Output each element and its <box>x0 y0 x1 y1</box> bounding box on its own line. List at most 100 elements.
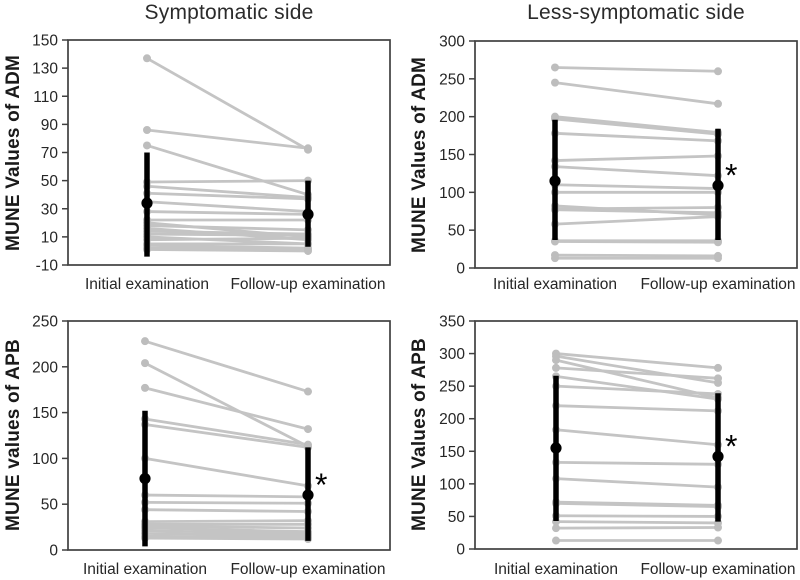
patient-dot <box>141 337 149 346</box>
patient-line <box>554 131 719 143</box>
y-tick-label: -10 <box>36 258 59 275</box>
patient-line <box>554 115 719 134</box>
panel-apb-less-symptomatic: MUNE Values of APB 350 300 250 200 150 100 50 0… <box>400 290 800 580</box>
patient-line <box>555 384 719 396</box>
y-tick-label: 250 <box>439 379 465 396</box>
patient-dot <box>143 126 151 134</box>
patient-dot <box>714 523 722 532</box>
column-title-less-symptomatic: Less-symptomatic side <box>527 1 745 24</box>
patient-line <box>144 500 309 505</box>
patient-line <box>146 128 309 150</box>
patient-line <box>146 229 309 236</box>
panel-adm-less-symptomatic: MUNE Values of ADM 300 250 200 150 100 50 0 * In… <box>400 28 800 318</box>
patient-line <box>146 184 309 199</box>
patient-line <box>146 200 309 213</box>
mean-dot <box>550 442 562 454</box>
y-tick-label: 0 <box>49 543 58 560</box>
patient-dot <box>714 238 722 247</box>
mean-dot <box>302 489 314 501</box>
patient-line <box>555 354 719 385</box>
patient-line <box>555 526 719 530</box>
y-tick-label: 250 <box>32 314 58 331</box>
panel-apb-symptomatic: MUNE values of APB 250 200 150 100 50 0 * Initi… <box>0 290 400 580</box>
patient-line <box>146 191 309 201</box>
patient-line <box>144 417 309 447</box>
patient-dot <box>141 383 149 392</box>
y-tick-label: 110 <box>33 89 58 106</box>
patient-dot <box>304 425 312 434</box>
patient-dot <box>714 536 722 545</box>
patient-line <box>554 81 719 106</box>
x-category-label: Follow-up examination <box>640 276 795 293</box>
y-tick-label: 200 <box>32 359 58 376</box>
patient-line <box>144 457 309 488</box>
patient-line <box>146 224 309 232</box>
patient-line <box>555 352 719 370</box>
significance-asterisk: * <box>315 467 327 503</box>
x-category-label: Initial examination <box>494 561 618 578</box>
x-category-label: Follow-up examination <box>640 561 795 578</box>
y-tick-label: 50 <box>41 173 59 190</box>
y-tick-label: 0 <box>456 542 465 559</box>
y-tick-label: 150 <box>439 444 465 461</box>
y-tick-label: 100 <box>439 476 465 493</box>
patient-dot <box>552 363 560 372</box>
patient-line <box>555 374 719 401</box>
patient-line <box>144 423 309 449</box>
patient-dot <box>551 78 559 87</box>
patient-line <box>144 508 309 513</box>
patient-line <box>144 529 309 535</box>
y-tick-label: 150 <box>439 147 465 164</box>
patient-line <box>554 215 719 226</box>
patient-line <box>144 519 309 524</box>
patient-dot <box>714 67 722 76</box>
mean-dot <box>549 175 561 187</box>
patient-dot <box>714 363 722 372</box>
y-tick-label: 90 <box>41 117 59 134</box>
y-tick-label: 50 <box>41 497 59 514</box>
patient-line <box>144 361 309 448</box>
patient-line <box>555 502 719 509</box>
patient-line <box>144 532 309 537</box>
column-title-symptomatic: Symptomatic side <box>144 1 314 24</box>
y-tick-label: 30 <box>41 201 59 218</box>
patient-line <box>555 366 719 380</box>
patient-line <box>554 183 719 190</box>
y-tick-label: 10 <box>41 229 59 246</box>
patient-dot <box>551 63 559 72</box>
x-category-label: Follow-up examination <box>230 276 385 293</box>
patient-line <box>555 404 719 413</box>
patient-line <box>144 339 309 393</box>
y-tick-label: 150 <box>32 33 58 50</box>
x-category-label: Initial examination <box>83 561 207 578</box>
patient-dot <box>304 144 312 153</box>
patient-line <box>554 206 719 211</box>
patient-dot <box>714 254 722 263</box>
patient-dot <box>552 524 560 533</box>
patient-line <box>146 246 309 251</box>
patient-line <box>555 514 719 518</box>
patient-line <box>555 477 719 489</box>
patient-line <box>146 57 309 151</box>
patient-line <box>555 428 719 447</box>
mean-dot <box>139 472 151 485</box>
patient-dot <box>304 246 312 255</box>
patient-line <box>144 386 309 431</box>
patient-line <box>144 534 309 539</box>
patient-line <box>146 243 309 250</box>
significance-asterisk: * <box>725 428 737 464</box>
y-tick-label: 200 <box>439 411 465 428</box>
y-tick-label: 250 <box>439 71 465 88</box>
patient-line <box>144 526 309 534</box>
mean-dot <box>712 450 724 463</box>
patient-line <box>554 154 719 162</box>
chart-apb-less-symptomatic: 350 300 250 200 150 100 50 0 * Initial examinatio… <box>439 314 798 578</box>
x-category-label: Initial examination <box>493 276 617 293</box>
mean-dot <box>712 179 724 192</box>
patient-line <box>146 179 309 184</box>
patient-line <box>144 493 309 499</box>
plot-area <box>474 320 798 550</box>
patient-line <box>554 117 719 136</box>
patient-dot <box>552 356 560 365</box>
